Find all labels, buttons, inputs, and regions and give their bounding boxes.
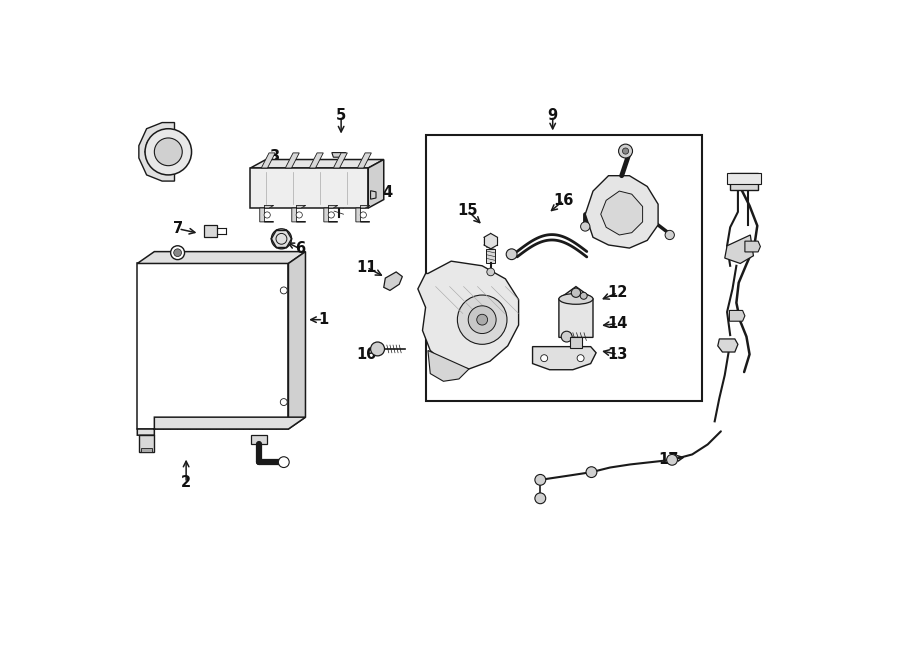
- Polygon shape: [533, 347, 596, 370]
- Circle shape: [586, 467, 597, 477]
- Ellipse shape: [559, 293, 593, 305]
- Circle shape: [171, 246, 184, 260]
- Circle shape: [483, 234, 499, 249]
- Text: 16: 16: [554, 193, 573, 208]
- Circle shape: [618, 144, 633, 158]
- Text: 9: 9: [547, 108, 558, 123]
- Text: 10: 10: [356, 347, 377, 362]
- Polygon shape: [250, 160, 383, 168]
- Circle shape: [278, 457, 289, 467]
- Polygon shape: [138, 417, 305, 435]
- Polygon shape: [260, 205, 274, 222]
- Bar: [204, 225, 217, 237]
- Text: 6: 6: [295, 242, 305, 256]
- Circle shape: [506, 249, 517, 260]
- Circle shape: [174, 249, 182, 257]
- Polygon shape: [559, 287, 593, 338]
- Circle shape: [572, 288, 580, 297]
- Polygon shape: [383, 272, 402, 291]
- Bar: [570, 338, 582, 348]
- Circle shape: [665, 230, 674, 240]
- Polygon shape: [418, 261, 518, 369]
- Polygon shape: [250, 168, 368, 208]
- Circle shape: [457, 295, 507, 344]
- Polygon shape: [357, 153, 372, 168]
- Circle shape: [580, 222, 590, 231]
- Circle shape: [535, 493, 545, 504]
- Text: 1: 1: [319, 312, 328, 327]
- Polygon shape: [292, 205, 306, 222]
- Bar: [727, 173, 761, 184]
- Polygon shape: [139, 122, 175, 181]
- Text: 11: 11: [356, 260, 377, 275]
- Circle shape: [155, 138, 182, 166]
- Polygon shape: [324, 205, 338, 222]
- Circle shape: [468, 306, 496, 334]
- Polygon shape: [718, 339, 738, 352]
- Bar: [730, 173, 758, 190]
- Circle shape: [541, 355, 548, 361]
- Polygon shape: [333, 153, 347, 168]
- Polygon shape: [310, 153, 323, 168]
- Bar: [251, 435, 266, 444]
- Text: 4: 4: [382, 185, 392, 200]
- Polygon shape: [428, 350, 469, 381]
- Text: 12: 12: [608, 285, 628, 301]
- Circle shape: [580, 293, 587, 299]
- Circle shape: [264, 212, 270, 218]
- Circle shape: [487, 268, 495, 276]
- Bar: [139, 435, 155, 452]
- Text: 3: 3: [268, 149, 279, 164]
- Polygon shape: [585, 175, 658, 248]
- Circle shape: [280, 287, 287, 294]
- Circle shape: [371, 342, 384, 356]
- Polygon shape: [601, 191, 643, 235]
- Polygon shape: [332, 152, 346, 157]
- Polygon shape: [745, 241, 760, 252]
- Text: 15: 15: [457, 203, 478, 218]
- Text: 7: 7: [174, 221, 184, 236]
- Polygon shape: [138, 263, 288, 429]
- Text: 2: 2: [181, 475, 191, 491]
- Bar: [141, 448, 152, 452]
- Polygon shape: [729, 310, 745, 321]
- Circle shape: [145, 128, 192, 175]
- Circle shape: [477, 314, 488, 325]
- Circle shape: [667, 454, 678, 465]
- Text: 13: 13: [608, 347, 628, 362]
- Circle shape: [562, 331, 572, 342]
- Text: 14: 14: [608, 316, 628, 331]
- Polygon shape: [288, 252, 305, 429]
- Polygon shape: [285, 153, 300, 168]
- Circle shape: [296, 212, 302, 218]
- Text: 17: 17: [659, 452, 680, 467]
- Text: 5: 5: [336, 108, 346, 123]
- Circle shape: [577, 355, 584, 361]
- Polygon shape: [371, 191, 376, 199]
- Circle shape: [535, 475, 545, 485]
- Polygon shape: [724, 235, 753, 263]
- Circle shape: [280, 399, 287, 406]
- Bar: [486, 249, 495, 263]
- Text: 8: 8: [145, 141, 155, 156]
- Polygon shape: [261, 153, 275, 168]
- Circle shape: [623, 148, 629, 154]
- Circle shape: [272, 229, 292, 249]
- Bar: [427, 135, 701, 401]
- Polygon shape: [138, 252, 305, 263]
- Circle shape: [328, 212, 335, 218]
- Polygon shape: [368, 160, 383, 208]
- Polygon shape: [356, 205, 370, 222]
- Circle shape: [360, 212, 366, 218]
